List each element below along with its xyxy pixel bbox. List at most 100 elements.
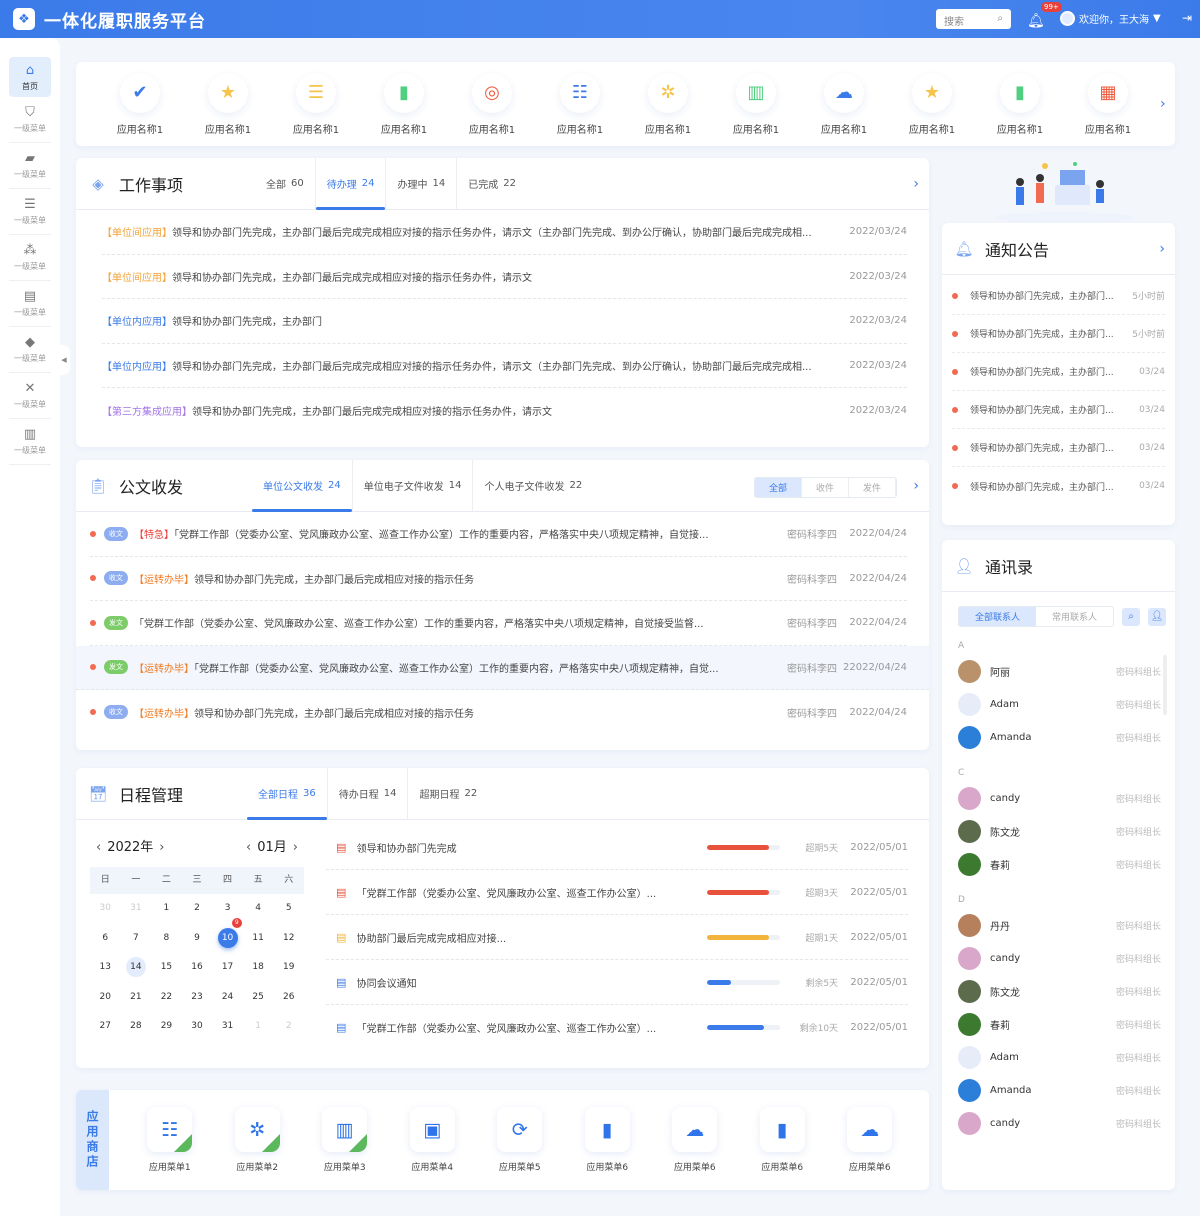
calendar-day[interactable]: 30	[182, 1012, 213, 1042]
contact-item[interactable]: Amanda 密码科组长	[942, 721, 1175, 754]
contact-item[interactable]: candy 密码科组长	[942, 782, 1175, 815]
next-year-button[interactable]: ›	[159, 840, 165, 855]
document-item[interactable]: 收文 【运转办毕】领导和协办部门先完成，主办部门最后完成相应对接的指示任务 密码科李…	[90, 690, 907, 735]
store-app[interactable]: ⟳ 应用菜单5	[476, 1107, 564, 1173]
app-shortcut[interactable]: ▮ 应用名称1	[360, 72, 448, 136]
contact-filter-0[interactable]: 全部联系人	[959, 607, 1037, 626]
store-app[interactable]: ▥ 应用菜单3	[301, 1107, 389, 1173]
contact-item[interactable]: 春莉 密码科组长	[942, 1008, 1175, 1041]
calendar-day[interactable]: 13	[90, 953, 121, 983]
calendar-day[interactable]: 1	[243, 1012, 274, 1042]
calendar-day[interactable]: 27	[90, 1012, 121, 1042]
app-shortcut[interactable]: ☰ 应用名称1	[272, 72, 360, 136]
contact-item[interactable]: 阿丽 密码科组长	[942, 655, 1175, 688]
calendar-day[interactable]: 11	[243, 924, 274, 954]
schedule-item[interactable]: ▤ 「党群工作部（党委办公室、党风廉政办公室、巡查工作办公室）... 超期3天 202…	[326, 870, 908, 915]
sidebar-item[interactable]: ▥ 一级菜单	[9, 419, 51, 465]
notice-item[interactable]: 领导和协办部门先完成，主办部门... 03/24	[952, 467, 1165, 505]
app-shortcut[interactable]: ★ 应用名称1	[888, 72, 976, 136]
calendar-day[interactable]: 12	[273, 924, 304, 954]
calendar-day[interactable]: 8	[151, 924, 182, 954]
filter-2[interactable]: 发件	[849, 478, 896, 497]
calendar-day[interactable]: 7	[121, 924, 152, 954]
chevron-right-icon[interactable]: ›	[913, 478, 919, 494]
tab[interactable]: 办理中 14	[386, 158, 458, 209]
logout-icon[interactable]: ⇥	[1182, 11, 1193, 25]
contact-item[interactable]: candy 密码科组长	[942, 942, 1175, 975]
collapse-sidebar-button[interactable]: ◀	[58, 345, 70, 375]
tab[interactable]: 全部日程 36	[247, 768, 328, 820]
calendar-day[interactable]: 18	[243, 953, 274, 983]
chevron-right-icon[interactable]: ›	[1160, 96, 1166, 112]
app-shortcut[interactable]: ▦ 应用名称1	[1064, 72, 1152, 136]
calendar-day[interactable]: 23	[182, 983, 213, 1013]
notice-item[interactable]: 领导和协办部门先完成，主办部门... 03/24	[952, 391, 1165, 429]
sidebar-item[interactable]: ▰ 一级菜单	[9, 143, 51, 189]
tab[interactable]: 待办理 24	[315, 158, 387, 210]
search-icon[interactable]: ⌕	[997, 13, 1003, 24]
tab[interactable]: 个人电子文件收发 22	[473, 460, 593, 511]
notice-item[interactable]: 领导和协办部门先完成，主办部门... 03/24	[952, 429, 1165, 467]
user-menu[interactable]: 欢迎你，王大海 ▼	[1060, 11, 1161, 26]
store-app[interactable]: ☁ 应用菜单6	[651, 1107, 739, 1173]
sidebar-item[interactable]: ☰ 一级菜单	[9, 189, 51, 235]
calendar-day[interactable]: 17	[212, 953, 243, 983]
document-item[interactable]: 收文 【运转办毕】领导和协办部门先完成，主办部门最后完成相应对接的指示任务 密码科李…	[90, 557, 907, 601]
tab[interactable]: 超期日程 22	[408, 768, 488, 819]
sidebar-item[interactable]: ⁂ 一级菜单	[9, 235, 51, 281]
calendar-day[interactable]: 16	[182, 953, 213, 983]
calendar-day[interactable]: 24	[212, 983, 243, 1013]
app-shortcut[interactable]: ✔ 应用名称1	[96, 72, 184, 136]
tab[interactable]: 单位电子文件收发 14	[353, 460, 474, 511]
calendar-day[interactable]: 3	[212, 894, 243, 924]
next-month-button[interactable]: ›	[292, 840, 298, 855]
calendar-day[interactable]: 25	[243, 983, 274, 1013]
contact-filter-1[interactable]: 常用联系人	[1052, 613, 1098, 623]
calendar-day[interactable]: 1	[151, 894, 182, 924]
contact-item[interactable]: candy 密码科组长	[942, 1107, 1175, 1140]
search-input[interactable]: 搜索 ⌕	[936, 9, 1011, 29]
add-contact-icon[interactable]: 👤︎	[1148, 607, 1167, 626]
work-item[interactable]: 【单位内应用】领导和协办部门先完成，主办部门最后完成完成相应对接的指示任务办件，…	[102, 344, 907, 388]
calendar-day[interactable]: 29	[151, 1012, 182, 1042]
contact-item[interactable]: Amanda 密码科组长	[942, 1074, 1175, 1107]
calendar-day[interactable]: 21	[121, 983, 152, 1013]
app-shortcut[interactable]: ◎ 应用名称1	[448, 72, 536, 136]
calendar-day[interactable]: 4	[243, 894, 274, 924]
schedule-item[interactable]: ▤ 「党群工作部（党委办公室、党风廉政办公室、巡查工作办公室）... 剩余10天 20…	[326, 1005, 908, 1050]
tab[interactable]: 待办日程 14	[328, 768, 409, 819]
bell-icon[interactable]: 🔔︎	[1027, 13, 1045, 29]
tab[interactable]: 单位公文收发 24	[252, 460, 353, 512]
app-shortcut[interactable]: ▮ 应用名称1	[976, 72, 1064, 136]
calendar-day[interactable]: 31	[121, 894, 152, 924]
document-item[interactable]: 发文 「党群工作部（党委办公室、党风廉政办公室、巡查工作办公室）工作的重要内容，严…	[90, 601, 907, 646]
store-app[interactable]: ☁ 应用菜单6	[826, 1107, 914, 1173]
sidebar-item[interactable]: ⛉ 一级菜单	[9, 97, 51, 143]
app-shortcut[interactable]: ▥ 应用名称1	[712, 72, 800, 136]
calendar-day[interactable]: 30	[90, 894, 121, 924]
schedule-item[interactable]: ▤ 协助部门最后完成完成相应对接... 超期1天 2022/05/01	[326, 915, 908, 960]
contact-item[interactable]: 陈文龙 密码科组长	[942, 975, 1175, 1008]
contact-item[interactable]: Adam 密码科组长	[942, 688, 1175, 721]
app-shortcut[interactable]: ✲ 应用名称1	[624, 72, 712, 136]
app-shortcut[interactable]: ☷ 应用名称1	[536, 72, 624, 136]
calendar-day[interactable]: 26	[273, 983, 304, 1013]
work-item[interactable]: 【单位内应用】领导和协办部门先完成，主办部门 2022/03/24	[102, 299, 907, 344]
prev-year-button[interactable]: ‹	[96, 840, 102, 855]
schedule-item[interactable]: ▤ 协同会议通知 剩余5天 2022/05/01	[326, 960, 908, 1005]
work-item[interactable]: 【第三方集成应用】领导和协办部门先完成，主办部门最后完成完成相应对接的指示任务办…	[102, 388, 907, 433]
store-app[interactable]: ▮ 应用菜单6	[739, 1107, 827, 1173]
schedule-item[interactable]: ▤ 领导和协办部门先完成 超期5天 2022/05/01	[326, 825, 908, 870]
work-item[interactable]: 【单位间应用】领导和协办部门先完成，主办部门最后完成完成相应对接的指示任务办件，…	[102, 210, 907, 255]
calendar-day[interactable]: 6	[90, 924, 121, 954]
filter-0[interactable]: 全部	[754, 478, 802, 497]
tab[interactable]: 全部 60	[255, 158, 316, 209]
store-app[interactable]: ▣ 应用菜单4	[389, 1107, 477, 1173]
scrollbar[interactable]	[1163, 655, 1167, 715]
calendar-day[interactable]: 2	[273, 1012, 304, 1042]
calendar-day[interactable]: 15	[151, 953, 182, 983]
notice-item[interactable]: 领导和协办部门先完成，主办部门... 03/24	[952, 353, 1165, 391]
app-shortcut[interactable]: ☁ 应用名称1	[800, 72, 888, 136]
sidebar-item[interactable]: ✕ 一级菜单	[9, 373, 51, 419]
search-icon[interactable]: ⌕	[1122, 607, 1141, 626]
